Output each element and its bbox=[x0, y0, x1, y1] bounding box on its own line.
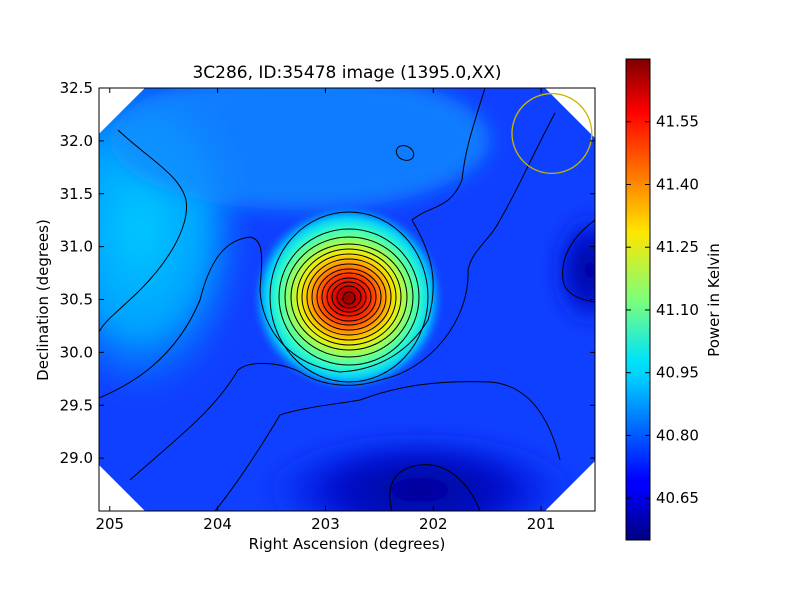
colorbar-tick-label: 40.65 bbox=[656, 489, 699, 507]
colorbar-tick-label: 41.10 bbox=[656, 301, 699, 319]
x-tick-label: 202 bbox=[419, 515, 448, 533]
contour-ring bbox=[284, 236, 414, 358]
heatmap-image bbox=[99, 88, 595, 511]
y-tick-label: 30.0 bbox=[60, 343, 93, 361]
contour-lines bbox=[99, 88, 595, 511]
contour-ring bbox=[336, 285, 362, 309]
contour-left-lower bbox=[99, 88, 486, 399]
y-tick-label: 30.5 bbox=[60, 291, 93, 309]
colorbar-label: Power in Kelvin bbox=[705, 243, 723, 357]
source-emission bbox=[253, 206, 443, 390]
colorbar-tick-label: 41.40 bbox=[656, 175, 699, 193]
contour-ring bbox=[316, 268, 382, 326]
contour-ring bbox=[326, 277, 372, 317]
y-tick-label: 29.5 bbox=[60, 396, 93, 414]
x-axis-label: Right Ascension (degrees) bbox=[249, 535, 446, 553]
contour-lower-mid bbox=[129, 112, 556, 481]
contour-ring bbox=[269, 211, 429, 383]
x-tick-label: 201 bbox=[527, 515, 556, 533]
x-tick-label: 205 bbox=[95, 515, 124, 533]
contour-peak bbox=[342, 291, 356, 305]
x-axis-ticks: 205 204 203 202 201 bbox=[95, 88, 555, 533]
y-tick-label: 31.5 bbox=[60, 185, 93, 203]
contour-ring bbox=[301, 253, 397, 341]
x-tick-label: 204 bbox=[203, 515, 232, 533]
contour-ring bbox=[278, 228, 420, 366]
chart-title: 3C286, ID:35478 image (1395.0,XX) bbox=[192, 63, 501, 83]
contour-ring bbox=[290, 243, 408, 351]
colorbar-tick-label: 41.25 bbox=[656, 238, 699, 256]
contour-outer-left bbox=[99, 129, 188, 333]
y-tick-label: 31.0 bbox=[60, 238, 93, 256]
contour-ring bbox=[296, 248, 402, 346]
contour-dark-right bbox=[562, 219, 595, 303]
y-axis-ticks: 29.0 29.5 30.0 30.5 31.0 31.5 32.0 32.5 bbox=[60, 79, 595, 467]
y-tick-label: 32.5 bbox=[60, 79, 93, 97]
colorbar-tick-label: 40.95 bbox=[656, 364, 699, 382]
colorbar bbox=[625, 58, 651, 541]
y-tick-label: 32.0 bbox=[60, 132, 93, 150]
contour-bottom bbox=[214, 381, 561, 511]
x-tick-label: 203 bbox=[311, 515, 340, 533]
contour-small-island bbox=[395, 145, 415, 161]
contour-ring bbox=[321, 272, 377, 322]
beam-circle bbox=[511, 92, 593, 175]
y-axis-label: Declination (degrees) bbox=[34, 219, 52, 381]
y-tick-label: 29.0 bbox=[60, 449, 93, 467]
colorbar-ticks: 40.65 40.80 40.95 41.10 41.25 41.40 41.55 bbox=[626, 113, 699, 507]
contour-ring bbox=[311, 263, 387, 331]
contour-dark-bottom bbox=[389, 464, 481, 511]
contour-ring bbox=[306, 258, 392, 336]
colorbar-tick-label: 41.55 bbox=[656, 113, 699, 131]
colorbar-tick-label: 40.80 bbox=[656, 426, 699, 444]
contour-ring bbox=[331, 281, 367, 313]
